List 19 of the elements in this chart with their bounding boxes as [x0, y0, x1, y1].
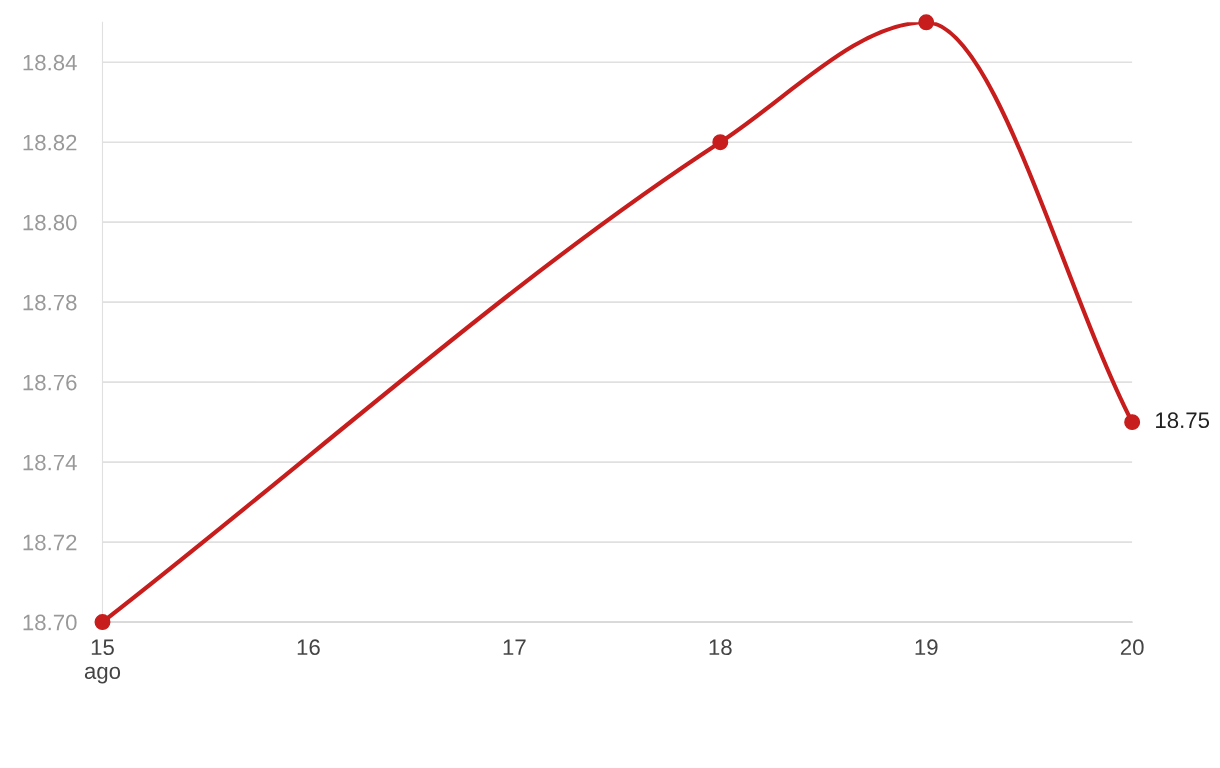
- point: [1124, 414, 1141, 431]
- x-tick-label: 19: [915, 639, 938, 656]
- y-tick-label: 18.72: [23, 534, 77, 551]
- y-tick-label: 18.78: [23, 294, 77, 311]
- data-label: 18.75: [1156, 412, 1210, 429]
- point: [712, 134, 729, 151]
- y-tick-label: 18.84: [23, 54, 77, 71]
- x-tick-label: 18: [709, 639, 732, 656]
- y-tick-label: 18.70: [23, 614, 77, 631]
- y-tick-label: 18.80: [23, 214, 77, 231]
- x-tick-label: 20: [1120, 639, 1144, 656]
- y-tick-label: 18.76: [23, 374, 77, 391]
- point: [94, 614, 111, 631]
- point: [918, 14, 935, 31]
- y-tick-label: 18.74: [23, 454, 77, 471]
- x-tick-label: 17: [503, 639, 526, 655]
- x-tick-label: 15 ago: [84, 639, 121, 684]
- x-tick-label: 16: [297, 639, 320, 656]
- y-tick-label: 18.82: [23, 134, 77, 151]
